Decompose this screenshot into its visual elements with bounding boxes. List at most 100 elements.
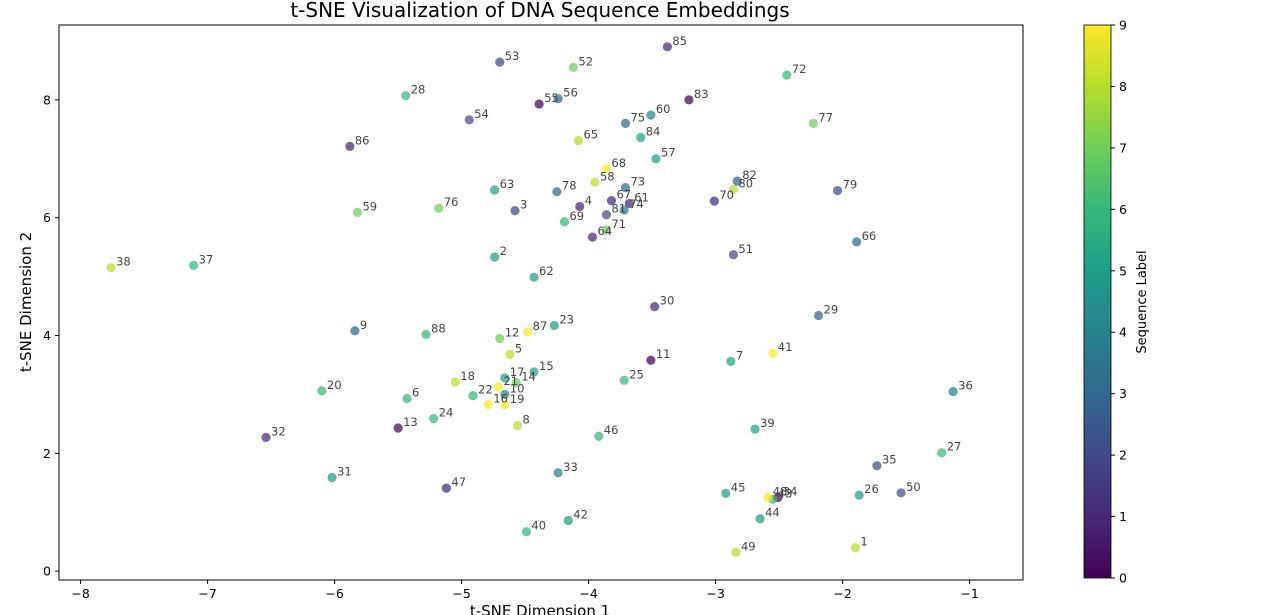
point-label: 11	[656, 347, 671, 361]
point-label: 10	[510, 381, 525, 395]
scatter-point	[620, 183, 631, 193]
colorbar-tick-label: 4	[1119, 325, 1127, 340]
scatter-point	[495, 57, 505, 67]
x-tick-label: −3	[706, 586, 724, 601]
point-label: 25	[629, 367, 644, 381]
scatter-point	[189, 260, 199, 270]
scatter-point	[601, 210, 612, 220]
point-label: 51	[738, 242, 753, 256]
scatter-point	[573, 135, 584, 146]
colorbar-gradient	[1083, 24, 1112, 579]
point-label: 77	[818, 110, 833, 124]
point-label: 61	[634, 191, 649, 205]
point-label: 48	[773, 485, 788, 499]
point-label: 47	[451, 475, 466, 489]
scatter-point	[575, 201, 585, 212]
scatter-point	[490, 252, 500, 262]
scatter-point	[500, 389, 510, 400]
scatter-point	[434, 203, 444, 213]
point-label: 45	[731, 480, 746, 494]
point-label: 21	[503, 374, 518, 388]
scatter-point	[620, 118, 631, 128]
point-label: 75	[630, 110, 645, 124]
scatter-point	[619, 205, 629, 215]
y-axis-label: t-SNE Dimension 2	[17, 232, 35, 372]
point-label: 31	[337, 464, 352, 478]
scatter-point	[619, 375, 629, 385]
point-label: 62	[539, 264, 554, 278]
point-label: 57	[661, 146, 676, 160]
scatter-point	[505, 349, 515, 359]
scatter-point	[948, 386, 958, 397]
point-label: 81	[611, 202, 626, 216]
x-tick-label: −7	[198, 586, 216, 601]
point-label: 83	[694, 87, 709, 101]
scatter-point	[534, 99, 544, 109]
scatter-point	[755, 514, 765, 524]
scatter-point	[709, 196, 719, 206]
point-label: 49	[741, 539, 756, 553]
scatter-point	[261, 432, 271, 443]
scatter-point	[450, 377, 460, 387]
colorbar: 0 1 2 3 4 5 6 7 8 9 Sequence Label	[1083, 18, 1150, 586]
scatter-point	[728, 184, 739, 194]
point-label: 4	[585, 193, 592, 207]
scatter-point	[590, 177, 600, 187]
scatter-point	[650, 302, 660, 312]
x-axis-label: t-SNE Dimension 1	[470, 602, 610, 615]
point-label: 42	[573, 507, 588, 521]
points-layer	[106, 42, 958, 557]
scatter-point	[553, 468, 563, 478]
scatter-point	[500, 373, 510, 383]
scatter-point	[852, 237, 862, 247]
scatter-point	[511, 378, 521, 388]
colorbar-tick-label: 0	[1119, 571, 1127, 586]
scatter-point	[763, 492, 773, 503]
scatter-point	[587, 232, 598, 242]
x-tick-label: −6	[325, 586, 343, 601]
point-label: 6	[412, 386, 419, 400]
point-label: 85	[672, 34, 687, 48]
point-label: 16	[493, 391, 508, 405]
point-label: 52	[578, 54, 593, 68]
point-label: 20	[327, 378, 342, 392]
scatter-point	[553, 94, 563, 104]
colorbar-tick-label: 8	[1119, 79, 1127, 94]
scatter-point	[782, 70, 792, 80]
point-label: 67	[616, 188, 631, 202]
colorbar-tick-label: 1	[1119, 509, 1127, 524]
point-label: 55	[544, 91, 559, 105]
point-label: 74	[629, 197, 644, 211]
x-tick-label: −2	[833, 586, 851, 601]
scatter-point	[750, 424, 760, 434]
scatter-point	[728, 250, 739, 260]
scatter-point	[850, 542, 860, 553]
point-label: 66	[862, 229, 877, 243]
point-label: 28	[411, 83, 426, 97]
scatter-point	[872, 461, 882, 471]
point-label: 27	[947, 440, 962, 454]
point-label: 24	[439, 406, 454, 420]
point-label: 86	[355, 133, 370, 147]
colorbar-tick-label: 9	[1119, 18, 1127, 33]
scatter-point	[813, 310, 824, 321]
point-label: 23	[559, 312, 574, 326]
scatter-point	[401, 91, 411, 101]
point-label: 60	[656, 102, 671, 116]
point-label: 70	[719, 188, 734, 202]
point-label: 56	[563, 86, 578, 100]
x-axis-ticks: −8 −7 −6 −5 −4 −3 −2 −1	[71, 580, 979, 601]
point-label: 69	[569, 209, 584, 223]
point-label: 38	[116, 255, 131, 269]
scatter-point	[606, 195, 617, 206]
colorbar-tick-label: 6	[1119, 202, 1127, 217]
colorbar-ticks: 0 1 2 3 4 5 6 7 8 9	[1111, 18, 1127, 586]
scatter-point	[937, 448, 947, 458]
scatter-point	[512, 421, 523, 431]
scatter-point	[854, 490, 864, 500]
scatter-point	[500, 400, 510, 410]
x-tick-label: −4	[579, 586, 597, 601]
point-label: 33	[563, 460, 578, 474]
